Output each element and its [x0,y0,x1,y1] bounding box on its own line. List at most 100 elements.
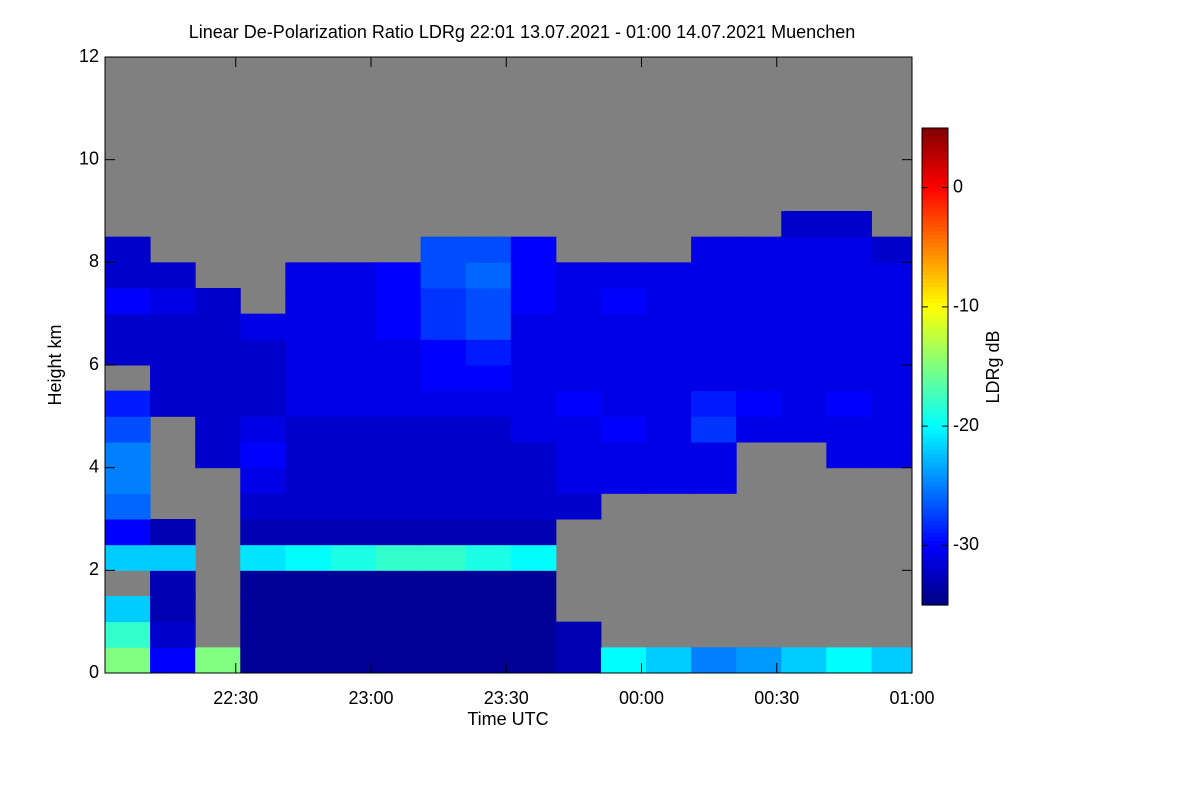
heatmap-cell [600,442,647,469]
y-axis-label: Height km [45,324,65,405]
colorbar-segment [922,334,948,340]
colorbar-segment [922,589,948,594]
heatmap-cell [510,390,557,417]
heatmap-cell [240,416,286,443]
heatmap-cell [781,262,827,289]
colorbar-segment [922,509,948,515]
colorbar-segment [922,394,948,399]
heatmap-cell [330,365,377,392]
heatmap-cell [510,365,557,392]
colorbar-segment [922,497,948,503]
heatmap-cell [150,621,196,648]
heatmap-cell [240,544,286,571]
heatmap-cell [150,570,196,597]
x-tick-label: 00:30 [754,688,799,708]
colorbar-segment [922,390,948,395]
colorbar-segment [922,199,948,205]
heatmap-cell [105,519,151,546]
heatmap-cell [736,365,782,392]
heatmap-cell [646,288,692,315]
colorbar-segment [922,167,948,173]
heatmap-cell [646,365,692,392]
colorbar-tick-label: -20 [953,415,979,435]
y-tick-label: 6 [89,354,99,374]
heatmap-cell [600,467,647,494]
heatmap-cell [375,365,422,392]
heatmap-cell [105,544,151,571]
colorbar-segment [922,211,948,217]
heatmap-cell [240,596,286,623]
colorbar-segment [922,457,948,463]
colorbar-segment [922,414,948,419]
colorbar-segment [922,573,948,578]
heatmap-cell [105,390,151,417]
colorbar-segment [922,374,948,380]
heatmap-cell [240,365,286,392]
heatmap-cell [375,442,422,469]
x-tick-label: 23:00 [348,688,393,708]
heatmap-cell [736,647,782,674]
colorbar-segment [922,259,948,264]
colorbar-segment [922,422,948,427]
colorbar-segment [922,203,948,209]
heatmap-cell [150,390,196,417]
heatmap-cell [285,467,331,494]
heatmap-cell [826,390,872,417]
colorbar-segment [922,493,948,499]
heatmap-cell [826,262,872,289]
colorbar-segment [922,350,948,356]
heatmap-cell [465,262,512,289]
heatmap-cell [330,442,377,469]
heatmap-cell [646,339,692,366]
heatmap-cell [375,647,422,674]
heatmap-cell [420,365,467,392]
heatmap-cell [510,570,557,597]
colorbar-segment [922,358,948,364]
heatmap-cell [285,647,331,674]
colorbar-segment [922,279,948,284]
heatmap-cell [420,288,467,315]
colorbar-segment [922,461,948,467]
colorbar-segment [922,469,948,475]
heatmap-cell [240,570,286,597]
colorbar-segment [922,235,948,240]
heatmap-cell [691,442,737,469]
colorbar-segment [922,541,948,546]
heatmap-cell [240,467,286,494]
colorbar-segment [922,183,948,189]
heatmap-cell [826,236,872,263]
colorbar-label: LDRg dB [983,330,1003,403]
heatmap-cell [285,390,331,417]
heatmap-cell [150,313,196,340]
heatmap-cell [555,390,602,417]
colorbar-segment [922,402,948,407]
heatmap-cell [105,621,151,648]
colorbar-segment [922,561,948,566]
heatmap-cell [105,339,151,366]
colorbar-segment [922,275,948,280]
colorbar-segment [922,135,948,141]
heatmap-cell [240,339,286,366]
heatmap-cell [465,519,512,546]
colorbar-segment [922,187,948,193]
heatmap-cell [330,262,377,289]
colorbar-segment [922,219,948,224]
colorbar-segment [922,593,948,598]
heatmap-cell [600,365,647,392]
colorbar-segment [922,251,948,256]
heatmap-cell [555,262,602,289]
heatmap-cell [736,236,782,263]
colorbar-segment [922,128,948,133]
heatmap-cell [871,416,913,443]
colorbar-segment [922,545,948,550]
heatmap-cell [600,416,647,443]
heatmap-cell [465,570,512,597]
colorbar-segment [922,453,948,459]
heatmap-cell [105,493,151,520]
heatmap-cell [781,211,827,238]
heatmap-cell [195,416,241,443]
heatmap-cell [871,365,913,392]
colorbar-segment [922,215,948,221]
heatmap-cell [871,262,913,289]
